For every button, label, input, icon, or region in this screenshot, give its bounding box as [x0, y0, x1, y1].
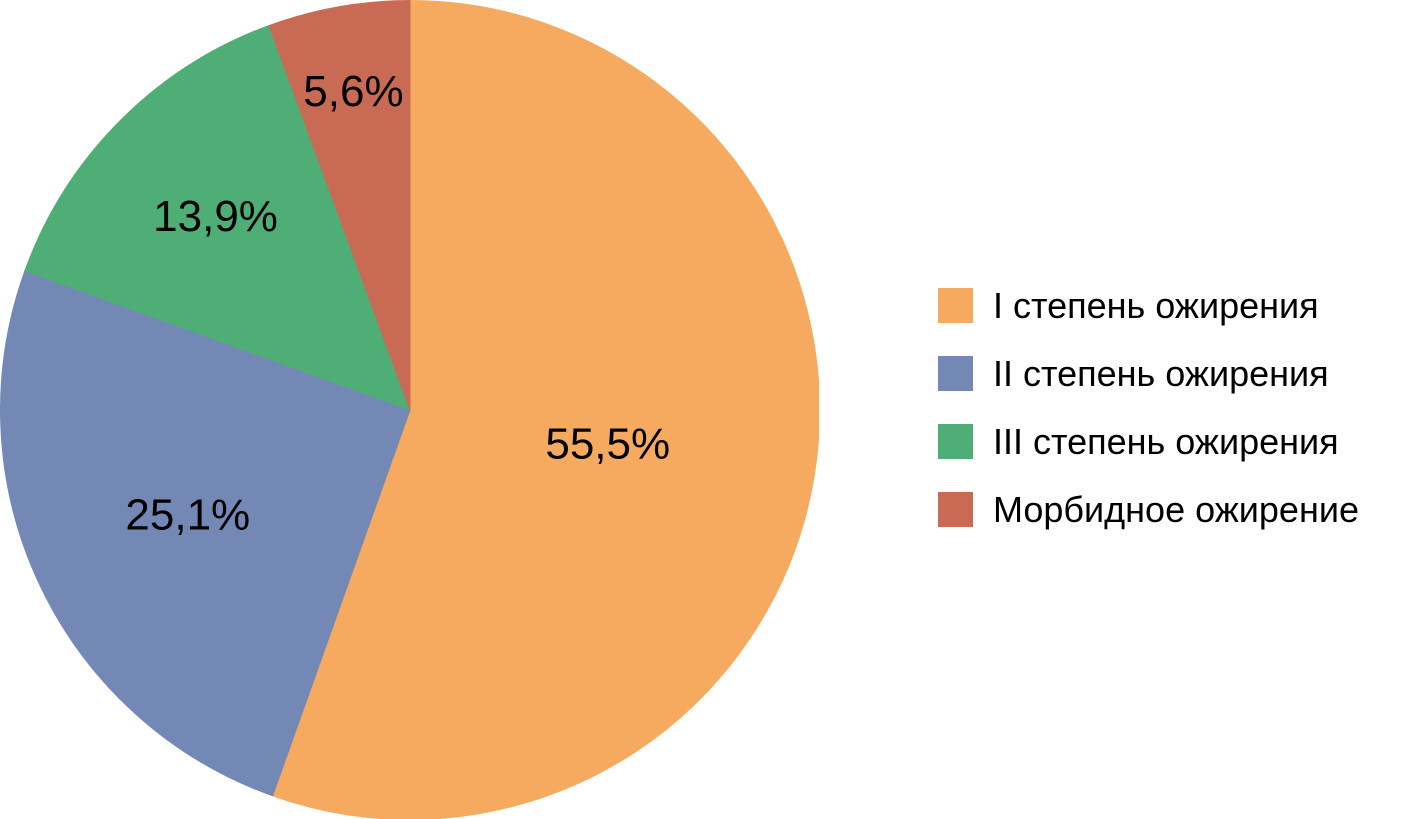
pie-chart: 55,5% 25,1% 13,9% 5,6% — [0, 0, 819, 819]
pie-slice-1 — [0, 270, 411, 797]
legend: I степень ожирения II степень ожирения III… — [938, 285, 1359, 530]
legend-swatch-icon — [938, 492, 973, 527]
legend-label: I степень ожирения — [993, 285, 1319, 326]
pie-slice-value-label: 25,1% — [125, 490, 250, 539]
pie-slice-value-label: 5,6% — [303, 67, 403, 116]
legend-swatch-icon — [938, 288, 973, 323]
legend-label: Морбидное ожирение — [993, 489, 1359, 530]
legend-label: III степень ожирения — [993, 421, 1339, 462]
legend-item: Морбидное ожирение — [938, 489, 1359, 530]
legend-swatch-icon — [938, 356, 973, 391]
pie-slice-value-label: 13,9% — [153, 192, 278, 241]
pie-slice-2 — [24, 24, 411, 411]
legend-swatch-icon — [938, 424, 973, 459]
pie-slice-0 — [271, 0, 819, 819]
pie-slice-3 — [268, 0, 411, 411]
legend-item: II степень ожирения — [938, 353, 1359, 394]
legend-item: III степень ожирения — [938, 421, 1359, 462]
pie-slice-value-label: 55,5% — [545, 420, 670, 469]
legend-item: I степень ожирения — [938, 285, 1359, 326]
legend-label: II степень ожирения — [993, 353, 1329, 394]
